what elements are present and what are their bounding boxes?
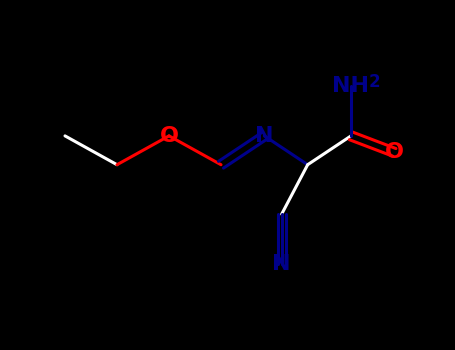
Text: 2: 2 — [369, 74, 381, 91]
Text: N: N — [255, 126, 273, 146]
Text: NH: NH — [333, 76, 369, 97]
Text: O: O — [385, 142, 404, 162]
Text: O: O — [160, 126, 178, 146]
Text: N: N — [273, 253, 291, 274]
